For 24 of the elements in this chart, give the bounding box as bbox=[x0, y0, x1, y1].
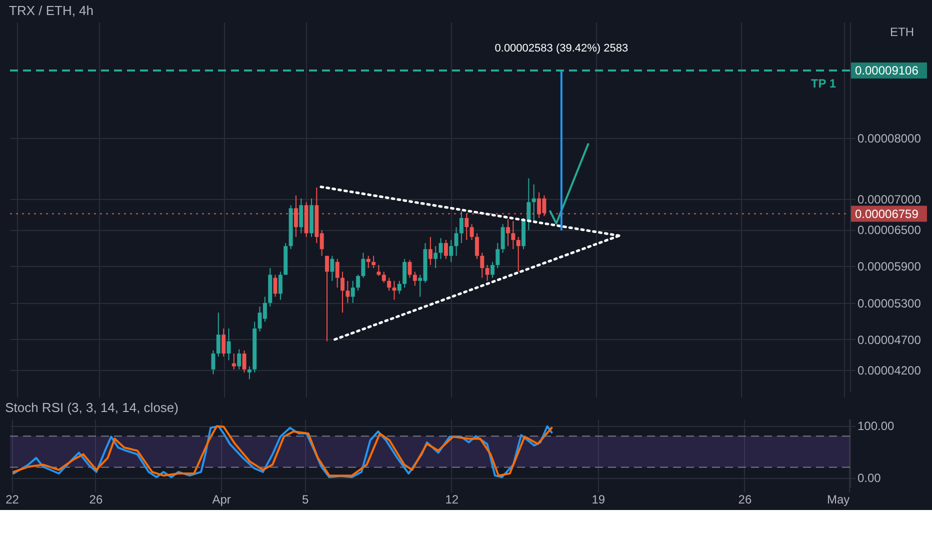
y-tick-label: 0.00 bbox=[858, 471, 882, 486]
chart-title: Stoch RSI (3, 3, 14, 14, close) bbox=[5, 400, 178, 415]
x-tick-label: 12 bbox=[445, 492, 459, 506]
annotation: 0.00002583 (39.42%) 2583 bbox=[494, 42, 628, 54]
y-tick-label: 0.00006500 bbox=[858, 223, 922, 238]
text: 0.00006759 bbox=[855, 206, 919, 221]
y-tick-label: 0.00004700 bbox=[858, 332, 922, 347]
y-tick-label: 100.00 bbox=[858, 419, 895, 434]
x-tick-label: 26 bbox=[89, 492, 103, 506]
x-tick-label: 5 bbox=[302, 492, 309, 506]
chart-title: TRX / ETH, 4h bbox=[9, 3, 94, 18]
text: ETH bbox=[890, 25, 914, 39]
x-tick-label: Apr bbox=[212, 492, 231, 506]
y-tick-label: 0.00004200 bbox=[858, 364, 922, 378]
y-tick-label: 0.00008000 bbox=[858, 132, 922, 146]
x-tick-label: 19 bbox=[592, 492, 606, 506]
y-tick-label: 0.00007000 bbox=[858, 192, 922, 207]
y-tick-label: 0.00005900 bbox=[858, 260, 922, 274]
x-tick-label: 22 bbox=[6, 492, 20, 506]
x-tick-label: May bbox=[826, 492, 850, 506]
x-tick-label: 26 bbox=[738, 492, 752, 506]
ref-line-label: TP 1 bbox=[810, 76, 836, 90]
y-tick-label: 0.00005300 bbox=[858, 296, 922, 310]
text: 0.00009106 bbox=[855, 63, 919, 78]
